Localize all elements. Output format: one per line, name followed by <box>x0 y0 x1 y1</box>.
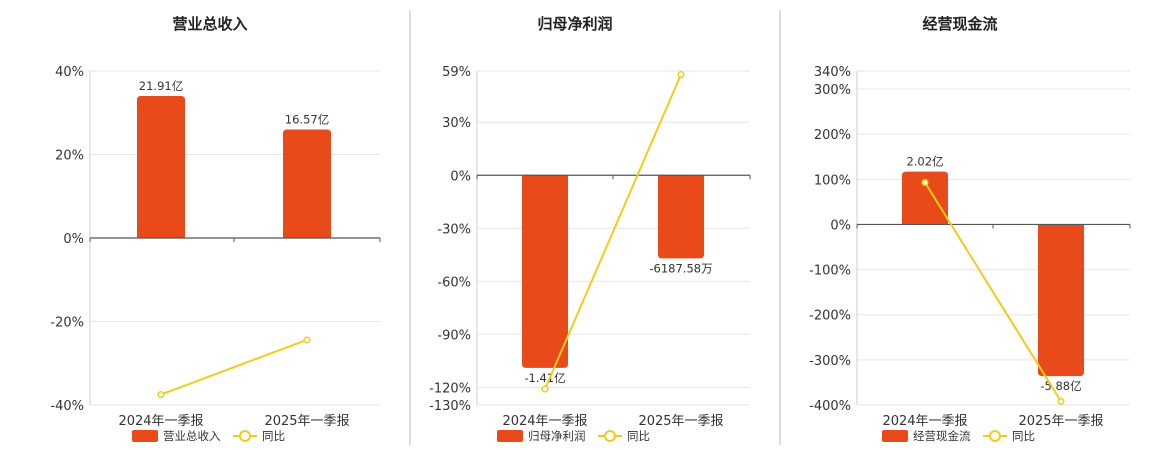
y-tick-label: -20% <box>50 316 84 331</box>
y-tick-label: -40% <box>50 399 84 414</box>
y-tick-label: -60% <box>437 275 471 290</box>
yoy-point[interactable] <box>541 385 549 393</box>
category-label: 2024年一季报 <box>118 414 203 429</box>
y-tick-label: 30% <box>442 116 471 131</box>
legend-line-marker <box>604 430 616 442</box>
bar-data-label: 2.02亿 <box>906 155 943 169</box>
legend-line-label[interactable]: 同比 <box>1012 429 1035 443</box>
bar[interactable] <box>1038 224 1084 377</box>
bar[interactable] <box>902 171 948 225</box>
legend-bar-swatch[interactable] <box>497 430 523 442</box>
bar-data-label: 16.57亿 <box>285 112 329 126</box>
chart-panel-3: 经营现金流 340% 300% 200% 100% 0% -100% -200% -300% -4… <box>809 15 1131 443</box>
y-tick-label: -90% <box>437 328 471 343</box>
legend-line-marker <box>989 430 1001 442</box>
y-tick-label: 200% <box>814 128 851 143</box>
y-tick-label: 59% <box>442 65 471 80</box>
category-label: 2025年一季报 <box>1018 414 1103 429</box>
chart-title: 营业总收入 <box>172 15 247 33</box>
y-tick-label: -100% <box>809 264 851 279</box>
bar-data-label: 21.91亿 <box>139 79 183 93</box>
y-tick-label: 300% <box>814 83 851 98</box>
yoy-point[interactable] <box>677 70 685 79</box>
bar[interactable] <box>522 175 568 368</box>
yoy-line <box>160 338 308 396</box>
y-tick-label: -300% <box>809 354 851 369</box>
yoy-point[interactable] <box>157 391 165 399</box>
legend-line-label[interactable]: 同比 <box>627 429 650 443</box>
y-tick-label: 40% <box>55 65 84 80</box>
legend-bar-label[interactable]: 经营现金流 <box>913 429 971 443</box>
category-label: 2024年一季报 <box>882 414 967 429</box>
bar[interactable] <box>658 175 704 259</box>
legend-line-label[interactable]: 同比 <box>262 429 285 443</box>
y-tick-label: -30% <box>437 222 471 237</box>
category-label: 2025年一季报 <box>638 414 723 429</box>
yoy-point[interactable] <box>1057 397 1065 405</box>
legend-bar-label[interactable]: 营业总收入 <box>163 429 221 443</box>
chart-title: 归母净利润 <box>537 15 612 33</box>
y-tick-label: -130% <box>429 399 471 414</box>
legend-line-marker <box>239 430 251 442</box>
legend-bar-swatch[interactable] <box>882 430 908 442</box>
yoy-line <box>544 74 682 390</box>
y-tick-label: 0% <box>63 232 84 247</box>
chart-panel-1: 营业总收入 40% 20% 0% -20% -40% 21.91亿 16.57亿 2024年一季… <box>50 15 381 443</box>
bar[interactable] <box>137 96 185 238</box>
legend-bar-label[interactable]: 归母净利润 <box>528 429 586 443</box>
y-tick-label: 0% <box>830 218 851 233</box>
yoy-line <box>924 181 1062 402</box>
bar-data-label: -5.88亿 <box>1040 379 1081 393</box>
yoy-point[interactable] <box>303 336 311 344</box>
bar[interactable] <box>283 129 331 238</box>
y-tick-label: -200% <box>809 309 851 324</box>
bar-data-label: -1.41亿 <box>524 371 565 385</box>
chart-title: 经营现金流 <box>922 15 997 33</box>
y-tick-label: 20% <box>55 149 84 164</box>
y-tick-label: 0% <box>450 169 471 184</box>
y-tick-label: -120% <box>429 381 471 396</box>
yoy-point[interactable] <box>921 178 929 187</box>
chart-panel-2: 归母净利润 59% 30% 0% -30% -60% -90% -120% -130% -1.41… <box>429 15 751 443</box>
bar-data-label: -6187.58万 <box>649 261 712 275</box>
category-label: 2025年一季报 <box>264 414 349 429</box>
legend-bar-swatch[interactable] <box>132 430 158 442</box>
y-tick-label: 340% <box>814 65 851 80</box>
y-tick-label: 100% <box>814 173 851 188</box>
category-label: 2024年一季报 <box>502 414 587 429</box>
y-tick-label: -400% <box>809 399 851 414</box>
